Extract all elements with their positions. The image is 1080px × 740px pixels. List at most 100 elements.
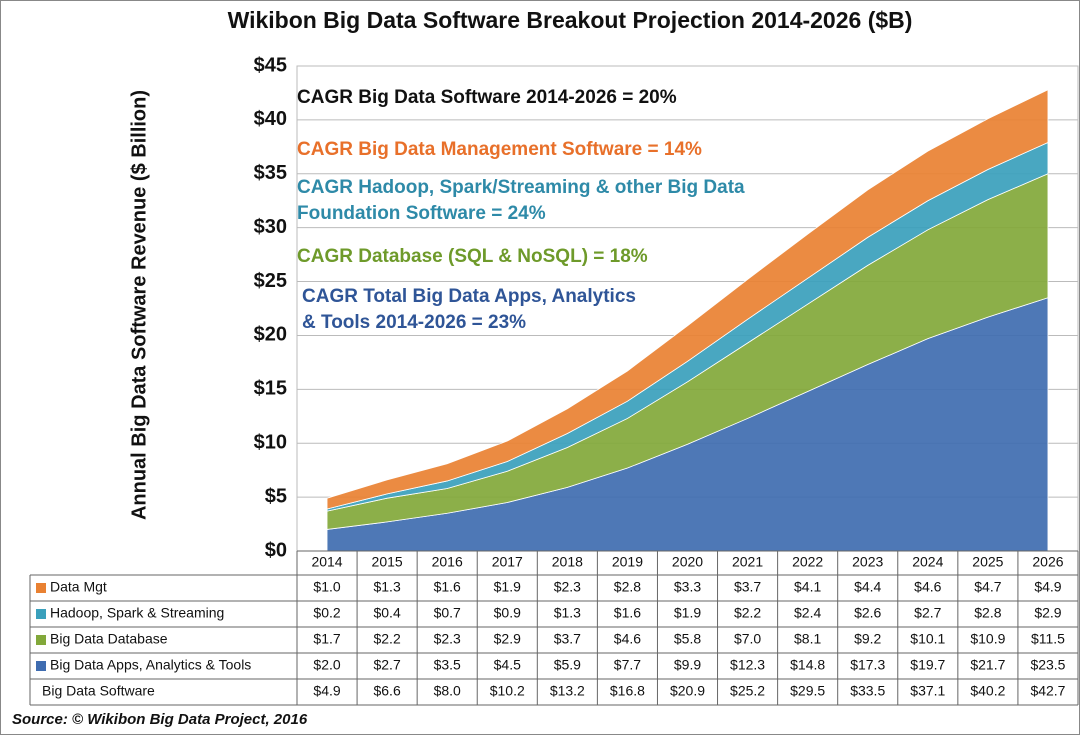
x-tick-label: 2015 [372,554,403,570]
table-value: $1.3 [373,579,400,595]
row-label: Hadoop, Spark & Streaming [50,605,224,621]
table-value: $21.7 [970,657,1005,673]
table-value: $4.6 [914,579,941,595]
y-tick-label: $20 [254,324,287,346]
table-value: $2.2 [373,631,400,647]
table-value: $4.9 [1034,579,1061,595]
table-value: $3.7 [554,631,581,647]
table-value: $3.3 [674,579,701,595]
x-tick-label: 2020 [672,554,703,570]
table-value: $5.8 [674,631,701,647]
table-value: $33.5 [850,683,885,699]
table-value: $2.8 [974,605,1001,621]
table-value: $10.9 [970,631,1005,647]
table-value: $2.0 [313,657,340,673]
x-tick-label: 2025 [972,554,1003,570]
table-value: $2.9 [1034,605,1061,621]
table-value: $3.7 [734,579,761,595]
x-tick-label: 2014 [311,554,342,570]
table-value: $2.3 [554,579,581,595]
x-tick-label: 2021 [732,554,763,570]
table-value: $19.7 [910,657,945,673]
row-label: Big Data Database [50,631,168,647]
table-value: $2.9 [494,631,521,647]
table-value: $14.8 [790,657,825,673]
table-value: $1.9 [494,579,521,595]
table-value: $2.7 [373,657,400,673]
table-value: $4.6 [614,631,641,647]
row-label: Big Data Apps, Analytics & Tools [50,657,251,673]
legend-key [36,661,46,671]
table-value: $11.5 [1031,631,1065,647]
legend-key [36,635,46,645]
y-tick-label: $40 [254,108,287,130]
table-value: $7.7 [614,657,641,673]
annotation: & Tools 2014-2026 = 23% [302,312,526,333]
table-value: $5.9 [554,657,581,673]
table-value: $2.4 [794,605,821,621]
table-value: $9.2 [854,631,881,647]
table-value: $40.2 [970,683,1005,699]
y-axis-label: Annual Big Data Software Revenue ($ Bill… [128,90,150,520]
table-value: $29.5 [790,683,825,699]
table-value: $42.7 [1030,683,1065,699]
legend-key [36,609,46,619]
table-value: $9.9 [674,657,701,673]
annotation: CAGR Big Data Software 2014-2026 = 20% [297,87,677,108]
x-tick-label: 2024 [912,554,943,570]
y-tick-label: $30 [254,216,287,238]
y-tick-label: $5 [265,485,287,507]
y-tick-label: $35 [254,162,287,184]
table-value: $4.7 [974,579,1001,595]
table-value: $4.5 [494,657,521,673]
table-value: $13.2 [550,683,585,699]
table-value: $2.3 [434,631,461,647]
annotation: CAGR Database (SQL & NoSQL) = 18% [297,246,648,267]
table-value: $0.7 [434,605,461,621]
source: Source: © Wikibon Big Data Project, 2016 [12,711,308,728]
area [326,89,1049,510]
y-tick-label: $25 [254,270,287,292]
table-value: $4.9 [313,683,340,699]
annotation: CAGR Total Big Data Apps, Analytics [302,286,636,307]
row-label: Big Data Software [42,683,155,699]
table-value: $7.0 [734,631,761,647]
table-value: $10.1 [910,631,945,647]
table-value: $8.0 [434,683,461,699]
table-value: $2.8 [614,579,641,595]
annotation: Foundation Software = 24% [297,203,546,224]
table-value: $2.6 [854,605,881,621]
table-value: $17.3 [850,657,885,673]
x-tick-label: 2018 [552,554,583,570]
table-value: $0.4 [373,605,400,621]
y-tick-label: $15 [254,378,287,400]
table-value: $37.1 [910,683,945,699]
x-tick-label: 2022 [792,554,823,570]
table-value: $3.5 [434,657,461,673]
table-value: $0.2 [313,605,340,621]
annotation: CAGR Hadoop, Spark/Streaming & other Big… [297,177,745,198]
table-value: $1.9 [674,605,701,621]
table-value: $2.2 [734,605,761,621]
x-tick-label: 2017 [492,554,523,570]
x-tick-label: 2026 [1032,554,1063,570]
table-value: $12.3 [730,657,765,673]
table-value: $25.2 [730,683,765,699]
table-value: $16.8 [610,683,645,699]
y-tick-label: $0 [265,539,287,561]
table-value: $10.2 [490,683,525,699]
table-value: $0.9 [494,605,521,621]
table-value: $23.5 [1030,657,1065,673]
y-tick-label: $10 [254,432,287,454]
annotation: CAGR Big Data Management Software = 14% [297,139,702,160]
table-value: $20.9 [670,683,705,699]
table-value: $1.7 [313,631,340,647]
table-value: $4.4 [854,579,881,595]
legend-key [36,583,46,593]
table-value: $1.0 [313,579,340,595]
table-value: $2.7 [914,605,941,621]
x-tick-label: 2019 [612,554,643,570]
x-tick-label: 2016 [432,554,463,570]
row-label: Data Mgt [50,579,107,595]
